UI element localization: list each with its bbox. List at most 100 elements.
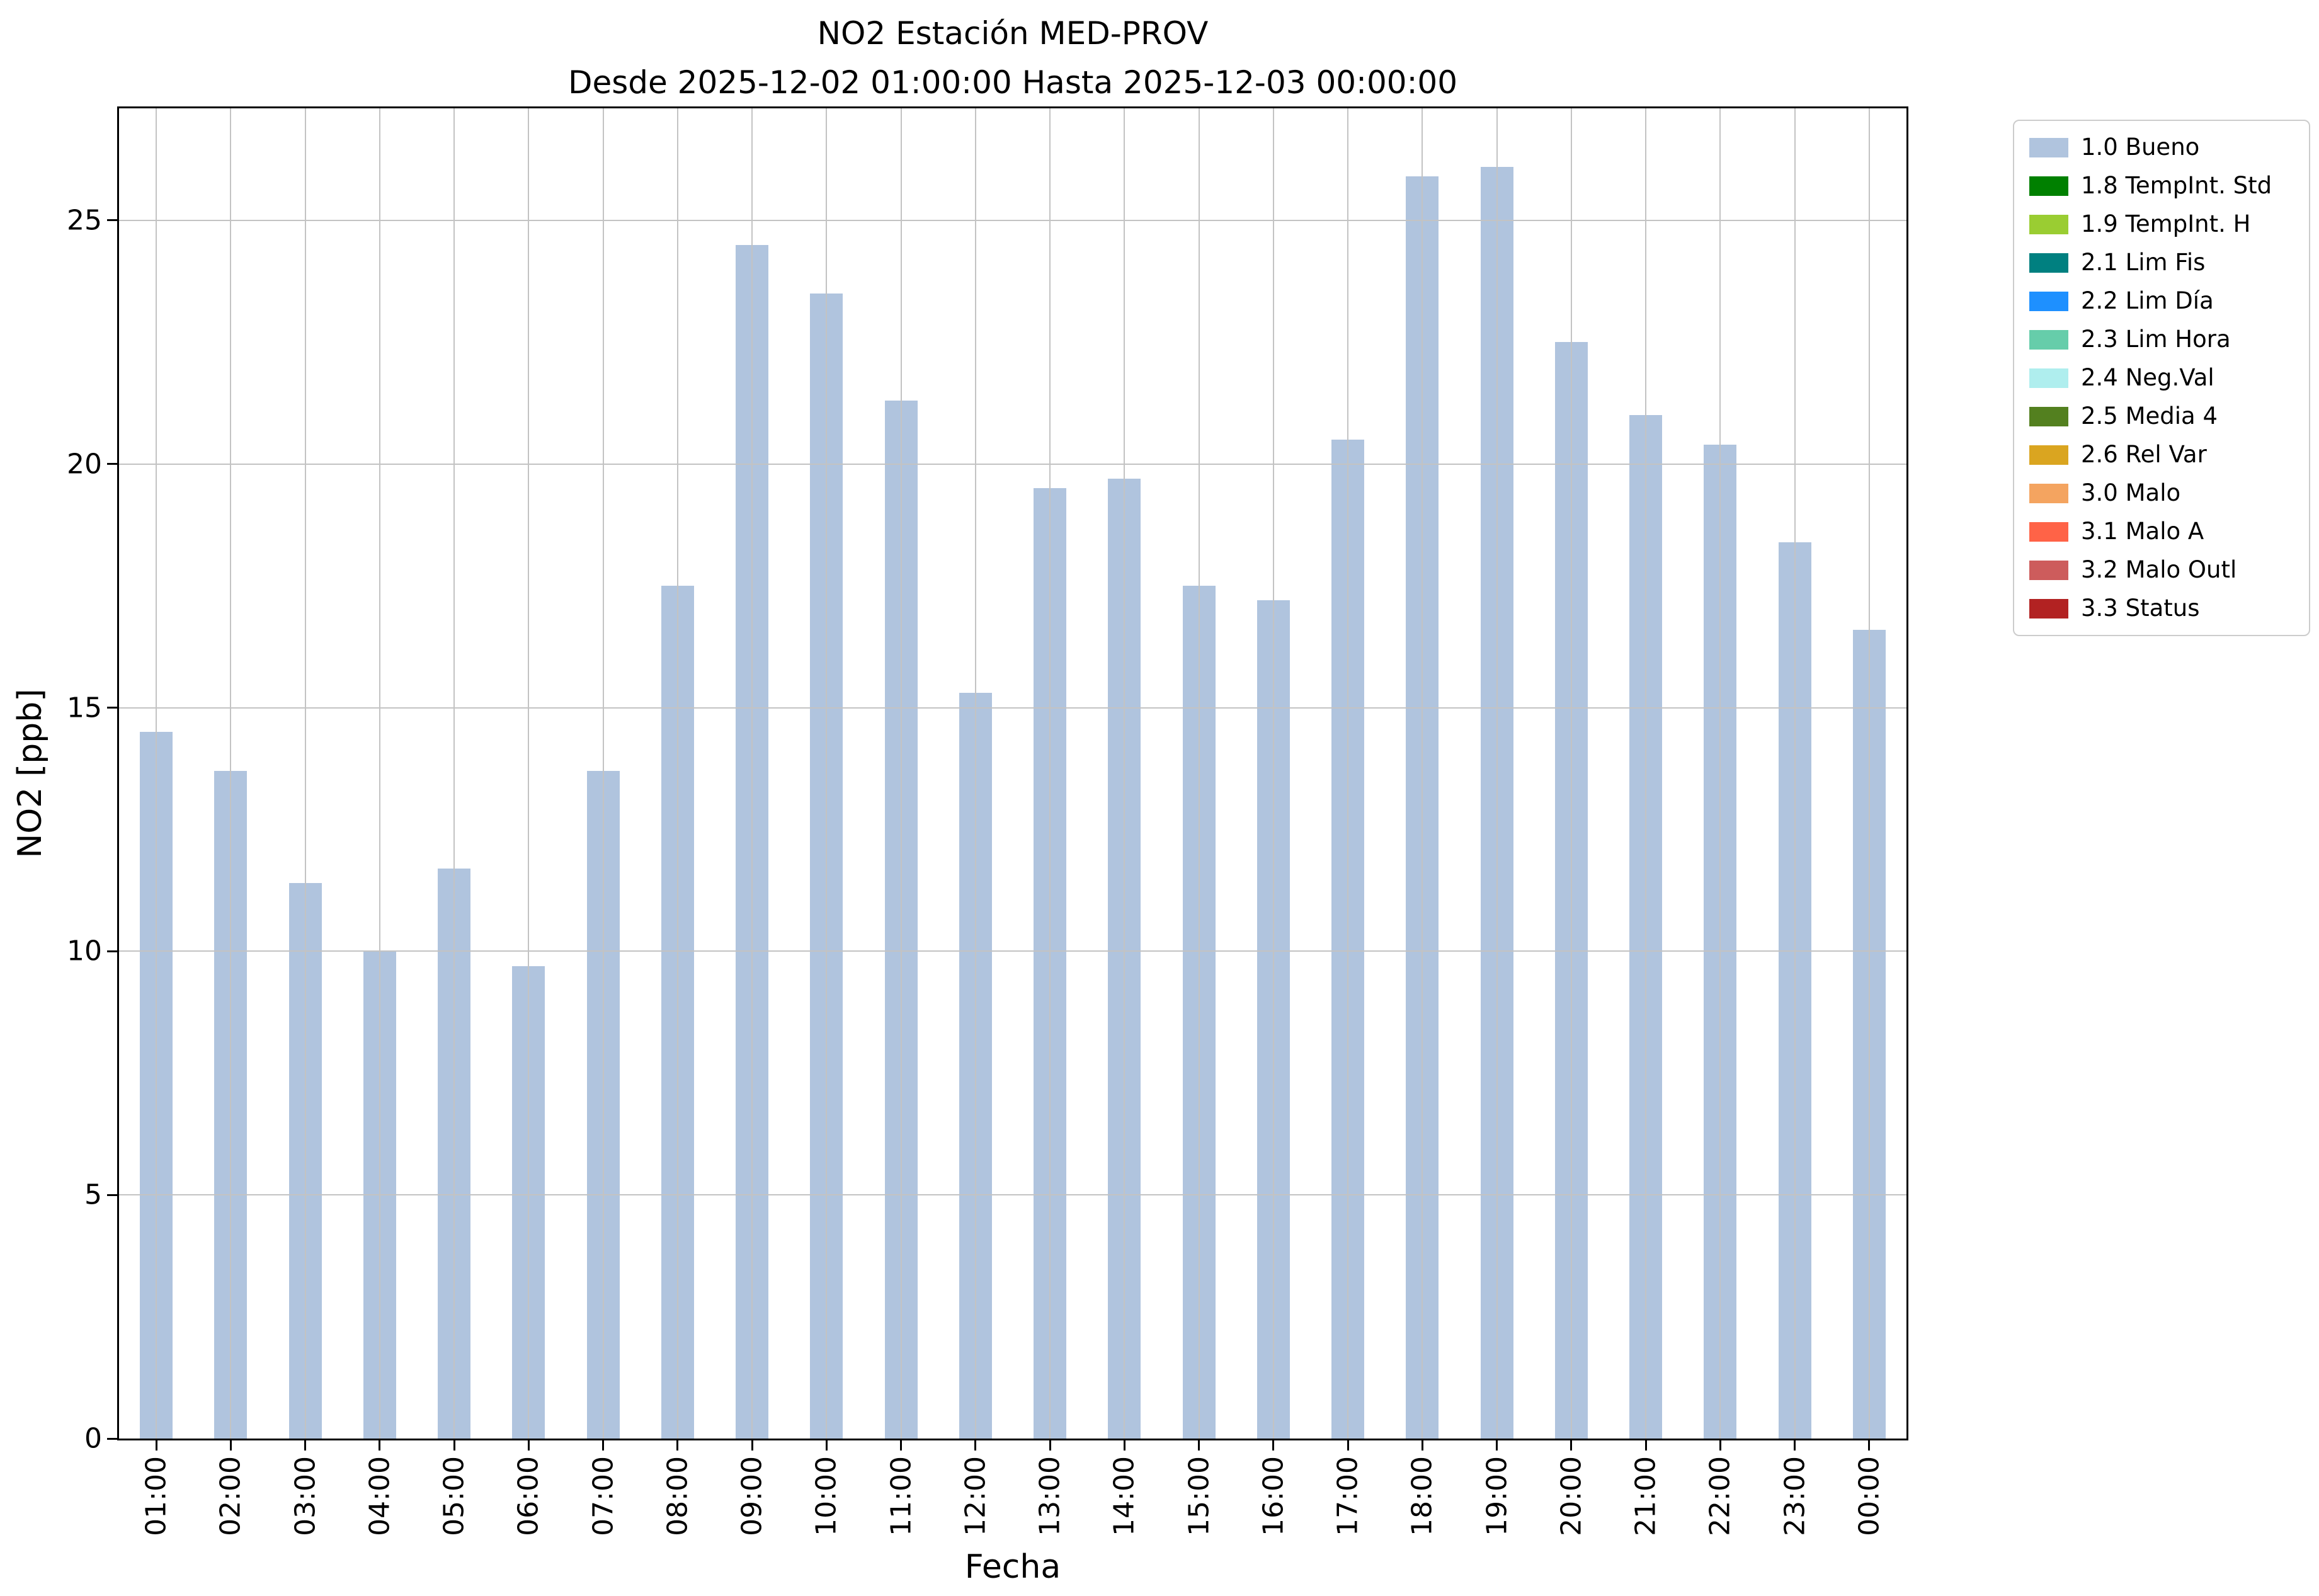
y-tick-label: 15: [67, 692, 102, 724]
x-tick-mark: [304, 1440, 307, 1451]
x-tick-label: 23:00: [1779, 1456, 1811, 1536]
x-tick-label: 05:00: [438, 1456, 470, 1536]
v-gridline: [602, 108, 604, 1439]
legend-entry: 3.3 Status: [2029, 595, 2294, 622]
v-gridline: [156, 108, 157, 1439]
v-gridline: [1422, 108, 1423, 1439]
legend-entry-label: 3.1 Malo A: [2081, 518, 2204, 545]
v-gridline: [900, 108, 902, 1439]
legend-entry: 2.4 Neg.Val: [2029, 364, 2294, 392]
v-gridline: [1645, 108, 1647, 1439]
chart-title: NO2 Estación MED-PROV Desde 2025-12-02 0…: [117, 9, 1908, 107]
y-tick-mark: [107, 463, 117, 465]
x-tick-mark: [155, 1440, 157, 1451]
v-gridline: [826, 108, 828, 1439]
y-tick-label: 20: [67, 448, 102, 481]
x-tick-mark: [900, 1440, 903, 1451]
x-tick-label: 17:00: [1331, 1456, 1364, 1536]
x-tick-mark: [229, 1440, 232, 1451]
y-tick-label: 0: [84, 1422, 102, 1455]
h-gridline: [119, 219, 1906, 221]
plot-area: [117, 106, 1908, 1440]
v-gridline: [1049, 108, 1051, 1439]
x-tick-label: 21:00: [1629, 1456, 1662, 1536]
v-gridline: [1868, 108, 1870, 1439]
legend-entry-label: 2.2 Lim Día: [2081, 287, 2214, 314]
x-tick-mark: [602, 1440, 605, 1451]
legend-swatch: [2029, 137, 2068, 157]
x-tick-mark: [1794, 1440, 1796, 1451]
x-tick-mark: [379, 1440, 381, 1451]
chart-title-line2: Desde 2025-12-02 01:00:00 Hasta 2025-12-…: [567, 64, 1458, 101]
legend-swatch: [2029, 214, 2068, 234]
legend-entry-label: 1.8 TempInt. Std: [2081, 172, 2272, 199]
x-axis-label: Fecha: [964, 1548, 1061, 1586]
legend-entry: 1.9 TempInt. H: [2029, 210, 2294, 238]
x-tick-label: 01:00: [140, 1456, 173, 1536]
x-tick-mark: [974, 1440, 977, 1451]
legend-entry: 1.8 TempInt. Std: [2029, 172, 2294, 200]
x-tick-label: 11:00: [885, 1456, 918, 1536]
legend-entry: 2.3 Lim Hora: [2029, 326, 2294, 353]
legend-swatch: [2029, 598, 2068, 618]
gridlines-layer: [119, 108, 1906, 1439]
y-axis-label: NO2 [ppb]: [11, 688, 49, 858]
x-tick-label: 00:00: [1853, 1456, 1886, 1536]
v-gridline: [974, 108, 976, 1439]
x-tick-label: 12:00: [959, 1456, 992, 1536]
legend-entry-label: 1.9 TempInt. H: [2081, 210, 2251, 237]
x-tick-mark: [1644, 1440, 1647, 1451]
y-tick-label: 5: [84, 1178, 102, 1211]
y-tick-mark: [107, 219, 117, 222]
legend-swatch: [2029, 329, 2068, 350]
legend-entry-label: 2.5 Media 4: [2081, 402, 2218, 430]
x-tick-mark: [1719, 1440, 1721, 1451]
x-tick-label: 22:00: [1704, 1456, 1736, 1536]
v-gridline: [528, 108, 530, 1439]
x-tick-label: 15:00: [1183, 1456, 1216, 1536]
y-tick-label: 25: [67, 204, 102, 237]
legend-swatch: [2029, 368, 2068, 388]
x-tick-label: 08:00: [661, 1456, 694, 1536]
x-tick-label: 02:00: [214, 1456, 247, 1536]
legend-swatch: [2029, 560, 2068, 580]
legend-entry: 2.2 Lim Día: [2029, 287, 2294, 315]
legend-entry: 3.0 Malo: [2029, 479, 2294, 507]
v-gridline: [1496, 108, 1498, 1439]
x-tick-mark: [453, 1440, 455, 1451]
legend-entry-label: 2.6 Rel Var: [2081, 441, 2207, 468]
chart-title-line1: NO2 Estación MED-PROV: [817, 15, 1209, 52]
legend-entry-label: 1.0 Bueno: [2081, 134, 2200, 161]
x-tick-label: 10:00: [810, 1456, 843, 1536]
v-gridline: [676, 108, 678, 1439]
x-tick-label: 19:00: [1481, 1456, 1513, 1536]
y-tick-mark: [107, 1437, 117, 1440]
v-gridline: [230, 108, 232, 1439]
v-gridline: [1198, 108, 1200, 1439]
x-tick-label: 06:00: [512, 1456, 545, 1536]
x-tick-mark: [1570, 1440, 1573, 1451]
legend-entry-label: 2.3 Lim Hora: [2081, 326, 2231, 353]
legend-swatch: [2029, 406, 2068, 426]
legend-swatch: [2029, 522, 2068, 542]
x-tick-label: 20:00: [1555, 1456, 1588, 1536]
x-tick-mark: [1198, 1440, 1200, 1451]
v-gridline: [1347, 108, 1349, 1439]
x-tick-label: 03:00: [289, 1456, 322, 1536]
x-tick-mark: [1347, 1440, 1349, 1451]
legend-entry: 2.1 Lim Fis: [2029, 249, 2294, 276]
x-tick-mark: [1123, 1440, 1125, 1451]
v-gridline: [453, 108, 455, 1439]
legend-entry: 2.5 Media 4: [2029, 402, 2294, 430]
legend-entry: 1.0 Bueno: [2029, 134, 2294, 161]
legend-swatch: [2029, 445, 2068, 465]
legend-swatch: [2029, 253, 2068, 273]
y-tick-mark: [107, 950, 117, 952]
h-gridline: [119, 950, 1906, 952]
v-gridline: [379, 108, 380, 1439]
x-tick-label: 18:00: [1406, 1456, 1439, 1536]
v-gridline: [751, 108, 753, 1439]
x-tick-mark: [527, 1440, 530, 1451]
legend-entry: 3.1 Malo A: [2029, 518, 2294, 545]
